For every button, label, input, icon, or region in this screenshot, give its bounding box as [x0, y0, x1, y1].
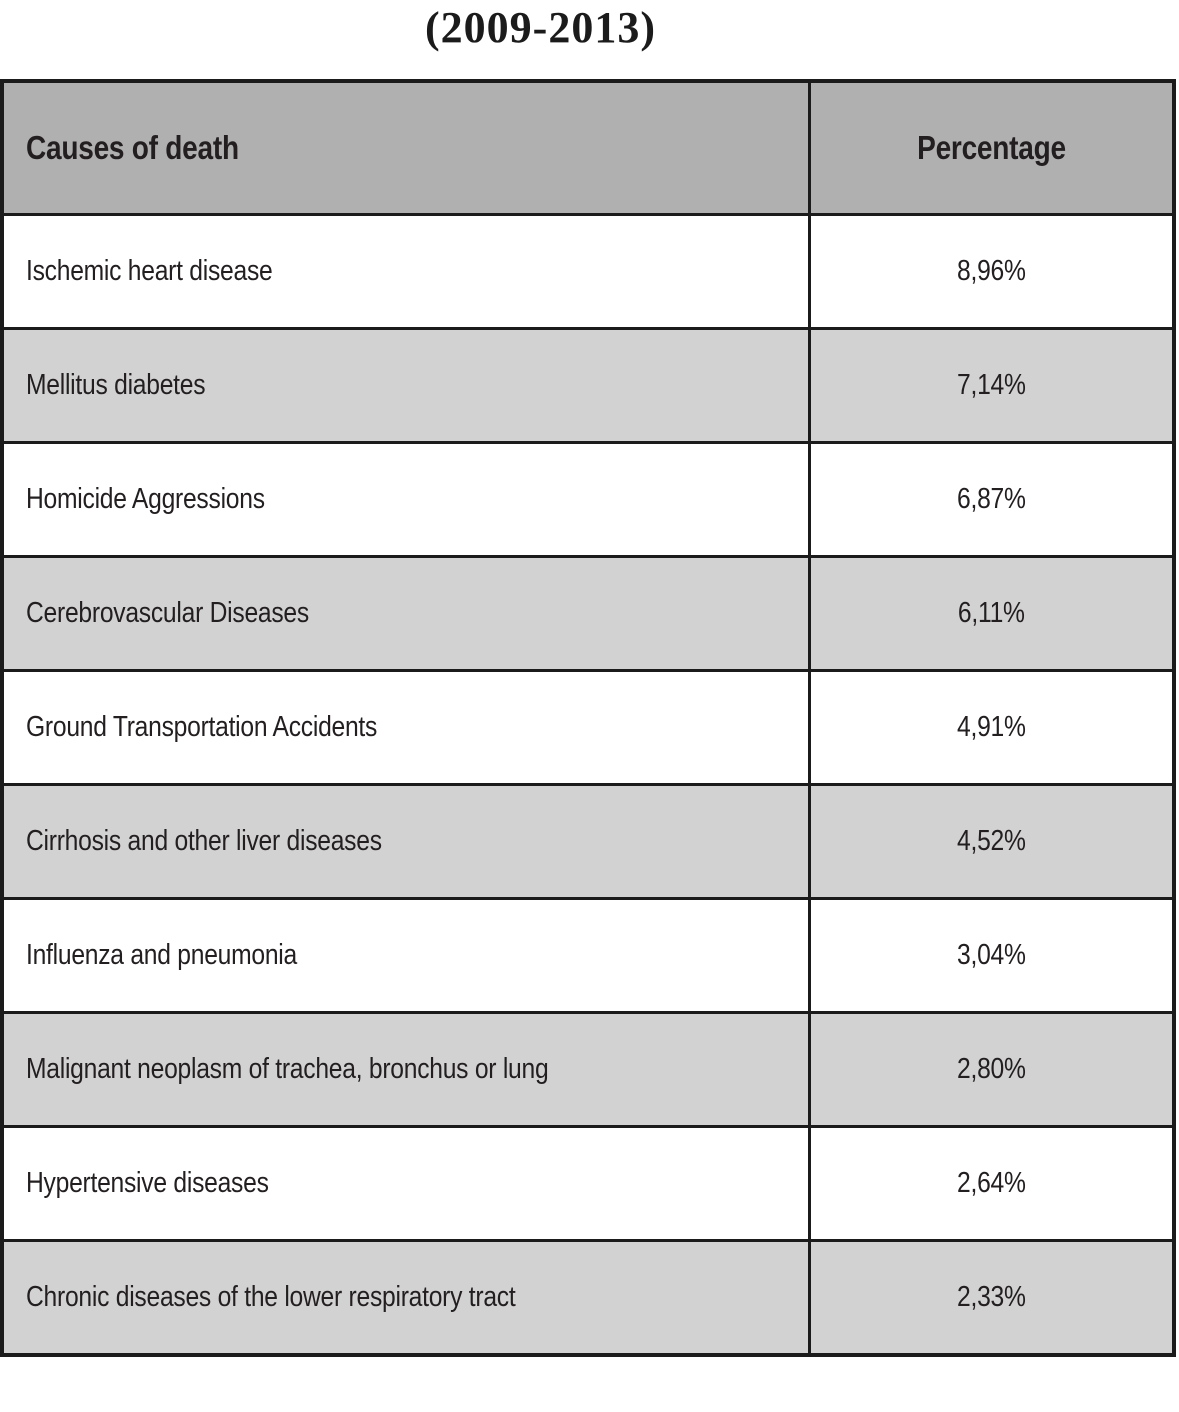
- cause-label: Ischemic heart disease: [26, 255, 273, 287]
- table-body: Ischemic heart disease 8,96% Mellitus di…: [0, 213, 1176, 1357]
- percentage-cell: 8,96%: [807, 213, 1176, 330]
- cause-cell: Cerebrovascular Diseases: [0, 555, 811, 672]
- cause-label: Cirrhosis and other liver diseases: [26, 825, 382, 857]
- cause-cell: Hypertensive diseases: [0, 1125, 811, 1242]
- cause-cell: Malignant neoplasm of trachea, bronchus …: [0, 1011, 811, 1128]
- percentage-value: 4,91%: [957, 711, 1026, 743]
- cause-cell: Ischemic heart disease: [0, 213, 811, 330]
- table-row: Cerebrovascular Diseases 6,11%: [0, 555, 1176, 672]
- cause-label: Homicide Aggressions: [26, 483, 265, 515]
- percentage-value: 6,11%: [958, 597, 1025, 629]
- percentage-value: 4,52%: [957, 825, 1026, 857]
- table-row: Homicide Aggressions 6,87%: [0, 441, 1176, 558]
- cause-cell: Homicide Aggressions: [0, 441, 811, 558]
- table-header: Causes of death Percentage: [0, 79, 1176, 216]
- cause-label: Chronic diseases of the lower respirator…: [26, 1281, 516, 1313]
- cause-cell: Mellitus diabetes: [0, 327, 811, 444]
- column-header-percentage-label: Percentage: [917, 129, 1066, 166]
- percentage-cell: 4,91%: [807, 669, 1176, 786]
- table-row: Cirrhosis and other liver diseases 4,52%: [0, 783, 1176, 900]
- percentage-cell: 4,52%: [807, 783, 1176, 900]
- percentage-cell: 6,87%: [807, 441, 1176, 558]
- column-header-causes-of-death: Causes of death: [0, 79, 811, 216]
- percentage-value: 6,87%: [957, 483, 1026, 515]
- table-row: Chronic diseases of the lower respirator…: [0, 1239, 1176, 1357]
- table-row: Malignant neoplasm of trachea, bronchus …: [0, 1011, 1176, 1128]
- table-row: Ground Transportation Accidents 4,91%: [0, 669, 1176, 786]
- table-row: Ischemic heart disease 8,96%: [0, 213, 1176, 330]
- column-header-percentage: Percentage: [807, 79, 1176, 216]
- percentage-value: 2,64%: [957, 1167, 1026, 1199]
- percentage-cell: 7,14%: [807, 327, 1176, 444]
- cause-label: Hypertensive diseases: [26, 1167, 269, 1199]
- percentage-cell: 3,04%: [807, 897, 1176, 1014]
- header-row: Causes of death Percentage: [0, 79, 1176, 216]
- cause-cell: Chronic diseases of the lower respirator…: [0, 1239, 811, 1357]
- cause-label: Influenza and pneumonia: [26, 939, 297, 971]
- table-row: Hypertensive diseases 2,64%: [0, 1125, 1176, 1242]
- percentage-value: 2,80%: [957, 1053, 1026, 1085]
- cause-label: Ground Transportation Accidents: [26, 711, 378, 743]
- percentage-value: 3,04%: [957, 939, 1026, 971]
- percentage-cell: 6,11%: [807, 555, 1176, 672]
- percentage-value: 8,96%: [957, 255, 1026, 287]
- table-row: Influenza and pneumonia 3,04%: [0, 897, 1176, 1014]
- percentage-value: 2,33%: [957, 1281, 1026, 1313]
- cause-cell: Cirrhosis and other liver diseases: [0, 783, 811, 900]
- percentage-cell: 2,80%: [807, 1011, 1176, 1128]
- table-row: Mellitus diabetes 7,14%: [0, 327, 1176, 444]
- column-header-causes-label: Causes of death: [26, 129, 239, 166]
- cause-cell: Ground Transportation Accidents: [0, 669, 811, 786]
- percentage-cell: 2,33%: [807, 1239, 1176, 1357]
- cause-label: Cerebrovascular Diseases: [26, 597, 309, 629]
- percentage-value: 7,14%: [957, 369, 1026, 401]
- cause-cell: Influenza and pneumonia: [0, 897, 811, 1014]
- page-title: (2009-2013): [425, 3, 656, 52]
- causes-of-death-table: Causes of death Percentage Ischemic hear…: [0, 79, 1176, 1357]
- percentage-cell: 2,64%: [807, 1125, 1176, 1242]
- cause-label: Malignant neoplasm of trachea, bronchus …: [26, 1053, 549, 1085]
- cause-label: Mellitus diabetes: [26, 369, 206, 401]
